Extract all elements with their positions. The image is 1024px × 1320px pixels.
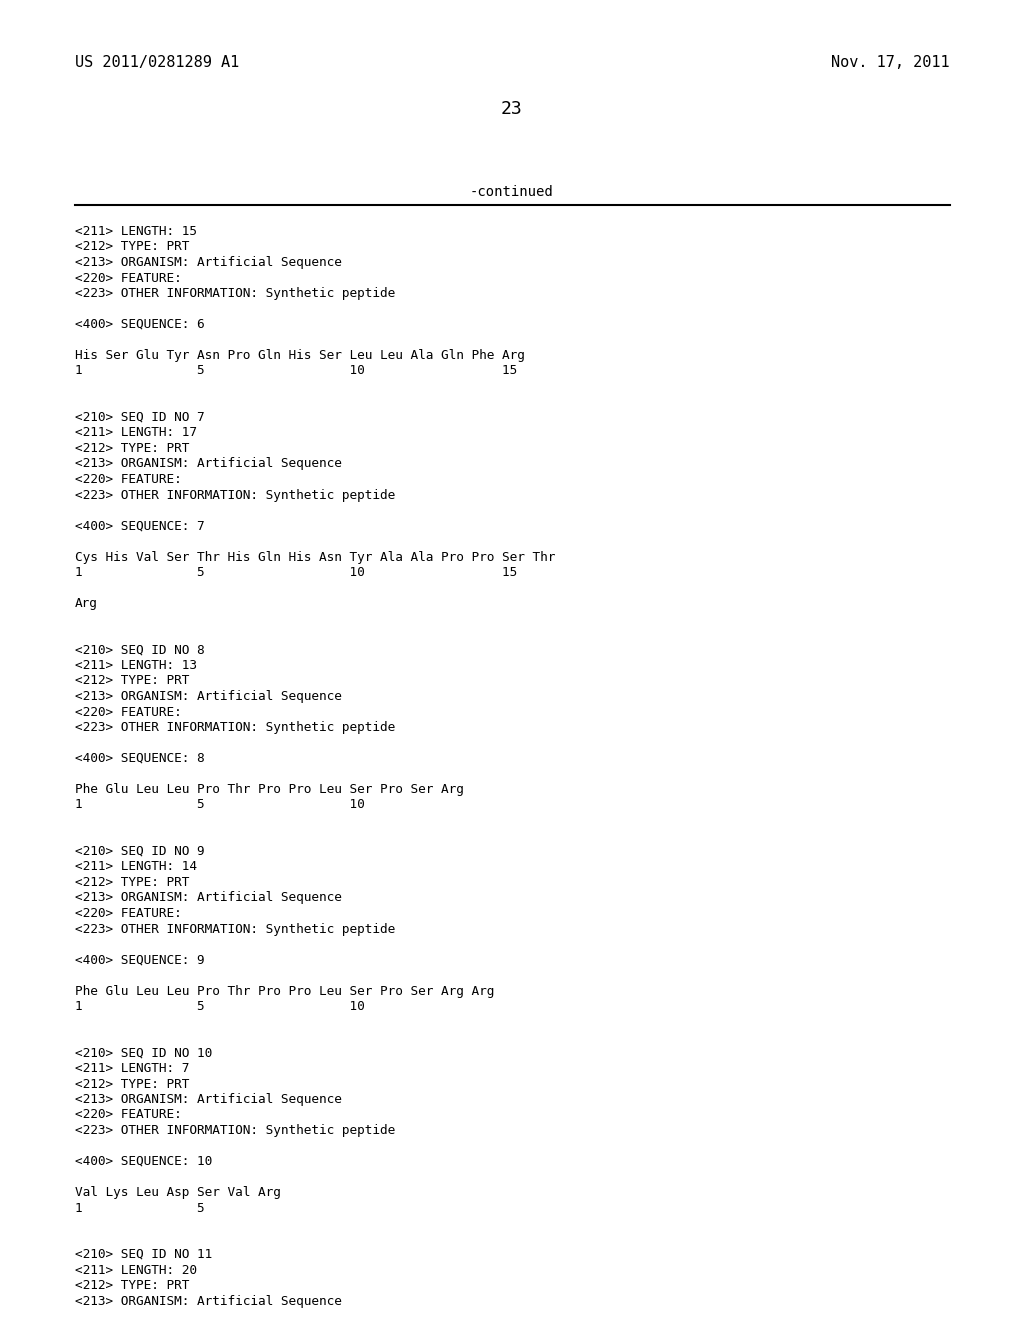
Text: Phe Glu Leu Leu Pro Thr Pro Pro Leu Ser Pro Ser Arg Arg: Phe Glu Leu Leu Pro Thr Pro Pro Leu Ser … <box>75 985 495 998</box>
Text: <212> TYPE: PRT: <212> TYPE: PRT <box>75 1077 189 1090</box>
Text: <211> LENGTH: 13: <211> LENGTH: 13 <box>75 659 197 672</box>
Text: <400> SEQUENCE: 10: <400> SEQUENCE: 10 <box>75 1155 212 1168</box>
Text: 1               5                   10: 1 5 10 <box>75 1001 365 1012</box>
Text: <400> SEQUENCE: 7: <400> SEQUENCE: 7 <box>75 520 205 532</box>
Text: <223> OTHER INFORMATION: Synthetic peptide: <223> OTHER INFORMATION: Synthetic pepti… <box>75 721 395 734</box>
Text: <211> LENGTH: 20: <211> LENGTH: 20 <box>75 1263 197 1276</box>
Text: <213> ORGANISM: Artificial Sequence: <213> ORGANISM: Artificial Sequence <box>75 256 342 269</box>
Text: 1               5                   10                  15: 1 5 10 15 <box>75 566 517 579</box>
Text: <213> ORGANISM: Artificial Sequence: <213> ORGANISM: Artificial Sequence <box>75 690 342 704</box>
Text: Phe Glu Leu Leu Pro Thr Pro Pro Leu Ser Pro Ser Arg: Phe Glu Leu Leu Pro Thr Pro Pro Leu Ser … <box>75 783 464 796</box>
Text: <210> SEQ ID NO 8: <210> SEQ ID NO 8 <box>75 644 205 656</box>
Text: <212> TYPE: PRT: <212> TYPE: PRT <box>75 876 189 888</box>
Text: Arg: Arg <box>75 597 98 610</box>
Text: <223> OTHER INFORMATION: Synthetic peptide: <223> OTHER INFORMATION: Synthetic pepti… <box>75 923 395 936</box>
Text: Cys His Val Ser Thr His Gln His Asn Tyr Ala Ala Pro Pro Ser Thr: Cys His Val Ser Thr His Gln His Asn Tyr … <box>75 550 555 564</box>
Text: <223> OTHER INFORMATION: Synthetic peptide: <223> OTHER INFORMATION: Synthetic pepti… <box>75 286 395 300</box>
Text: <400> SEQUENCE: 9: <400> SEQUENCE: 9 <box>75 953 205 966</box>
Text: <212> TYPE: PRT: <212> TYPE: PRT <box>75 1279 189 1292</box>
Text: 23: 23 <box>501 100 523 117</box>
Text: Nov. 17, 2011: Nov. 17, 2011 <box>831 55 950 70</box>
Text: <213> ORGANISM: Artificial Sequence: <213> ORGANISM: Artificial Sequence <box>75 1295 342 1308</box>
Text: <213> ORGANISM: Artificial Sequence: <213> ORGANISM: Artificial Sequence <box>75 891 342 904</box>
Text: <400> SEQUENCE: 8: <400> SEQUENCE: 8 <box>75 752 205 766</box>
Text: <212> TYPE: PRT: <212> TYPE: PRT <box>75 240 189 253</box>
Text: <223> OTHER INFORMATION: Synthetic peptide: <223> OTHER INFORMATION: Synthetic pepti… <box>75 488 395 502</box>
Text: US 2011/0281289 A1: US 2011/0281289 A1 <box>75 55 240 70</box>
Text: His Ser Glu Tyr Asn Pro Gln His Ser Leu Leu Ala Gln Phe Arg: His Ser Glu Tyr Asn Pro Gln His Ser Leu … <box>75 348 525 362</box>
Text: <210> SEQ ID NO 9: <210> SEQ ID NO 9 <box>75 845 205 858</box>
Text: Val Lys Leu Asp Ser Val Arg: Val Lys Leu Asp Ser Val Arg <box>75 1185 281 1199</box>
Text: <211> LENGTH: 17: <211> LENGTH: 17 <box>75 426 197 440</box>
Text: <212> TYPE: PRT: <212> TYPE: PRT <box>75 442 189 455</box>
Text: <220> FEATURE:: <220> FEATURE: <box>75 1109 181 1122</box>
Text: 1               5                   10: 1 5 10 <box>75 799 365 812</box>
Text: <211> LENGTH: 14: <211> LENGTH: 14 <box>75 861 197 874</box>
Text: <211> LENGTH: 7: <211> LENGTH: 7 <box>75 1063 189 1074</box>
Text: <400> SEQUENCE: 6: <400> SEQUENCE: 6 <box>75 318 205 331</box>
Text: 1               5: 1 5 <box>75 1201 205 1214</box>
Text: <213> ORGANISM: Artificial Sequence: <213> ORGANISM: Artificial Sequence <box>75 1093 342 1106</box>
Text: <220> FEATURE:: <220> FEATURE: <box>75 907 181 920</box>
Text: <210> SEQ ID NO 11: <210> SEQ ID NO 11 <box>75 1247 212 1261</box>
Text: <220> FEATURE:: <220> FEATURE: <box>75 705 181 718</box>
Text: <210> SEQ ID NO 10: <210> SEQ ID NO 10 <box>75 1047 212 1060</box>
Text: <213> ORGANISM: Artificial Sequence: <213> ORGANISM: Artificial Sequence <box>75 458 342 470</box>
Text: <212> TYPE: PRT: <212> TYPE: PRT <box>75 675 189 688</box>
Text: <223> OTHER INFORMATION: Synthetic peptide: <223> OTHER INFORMATION: Synthetic pepti… <box>75 1125 395 1137</box>
Text: <210> SEQ ID NO 7: <210> SEQ ID NO 7 <box>75 411 205 424</box>
Text: -continued: -continued <box>470 185 554 199</box>
Text: <220> FEATURE:: <220> FEATURE: <box>75 473 181 486</box>
Text: 1               5                   10                  15: 1 5 10 15 <box>75 364 517 378</box>
Text: <220> FEATURE:: <220> FEATURE: <box>75 272 181 285</box>
Text: <211> LENGTH: 15: <211> LENGTH: 15 <box>75 224 197 238</box>
